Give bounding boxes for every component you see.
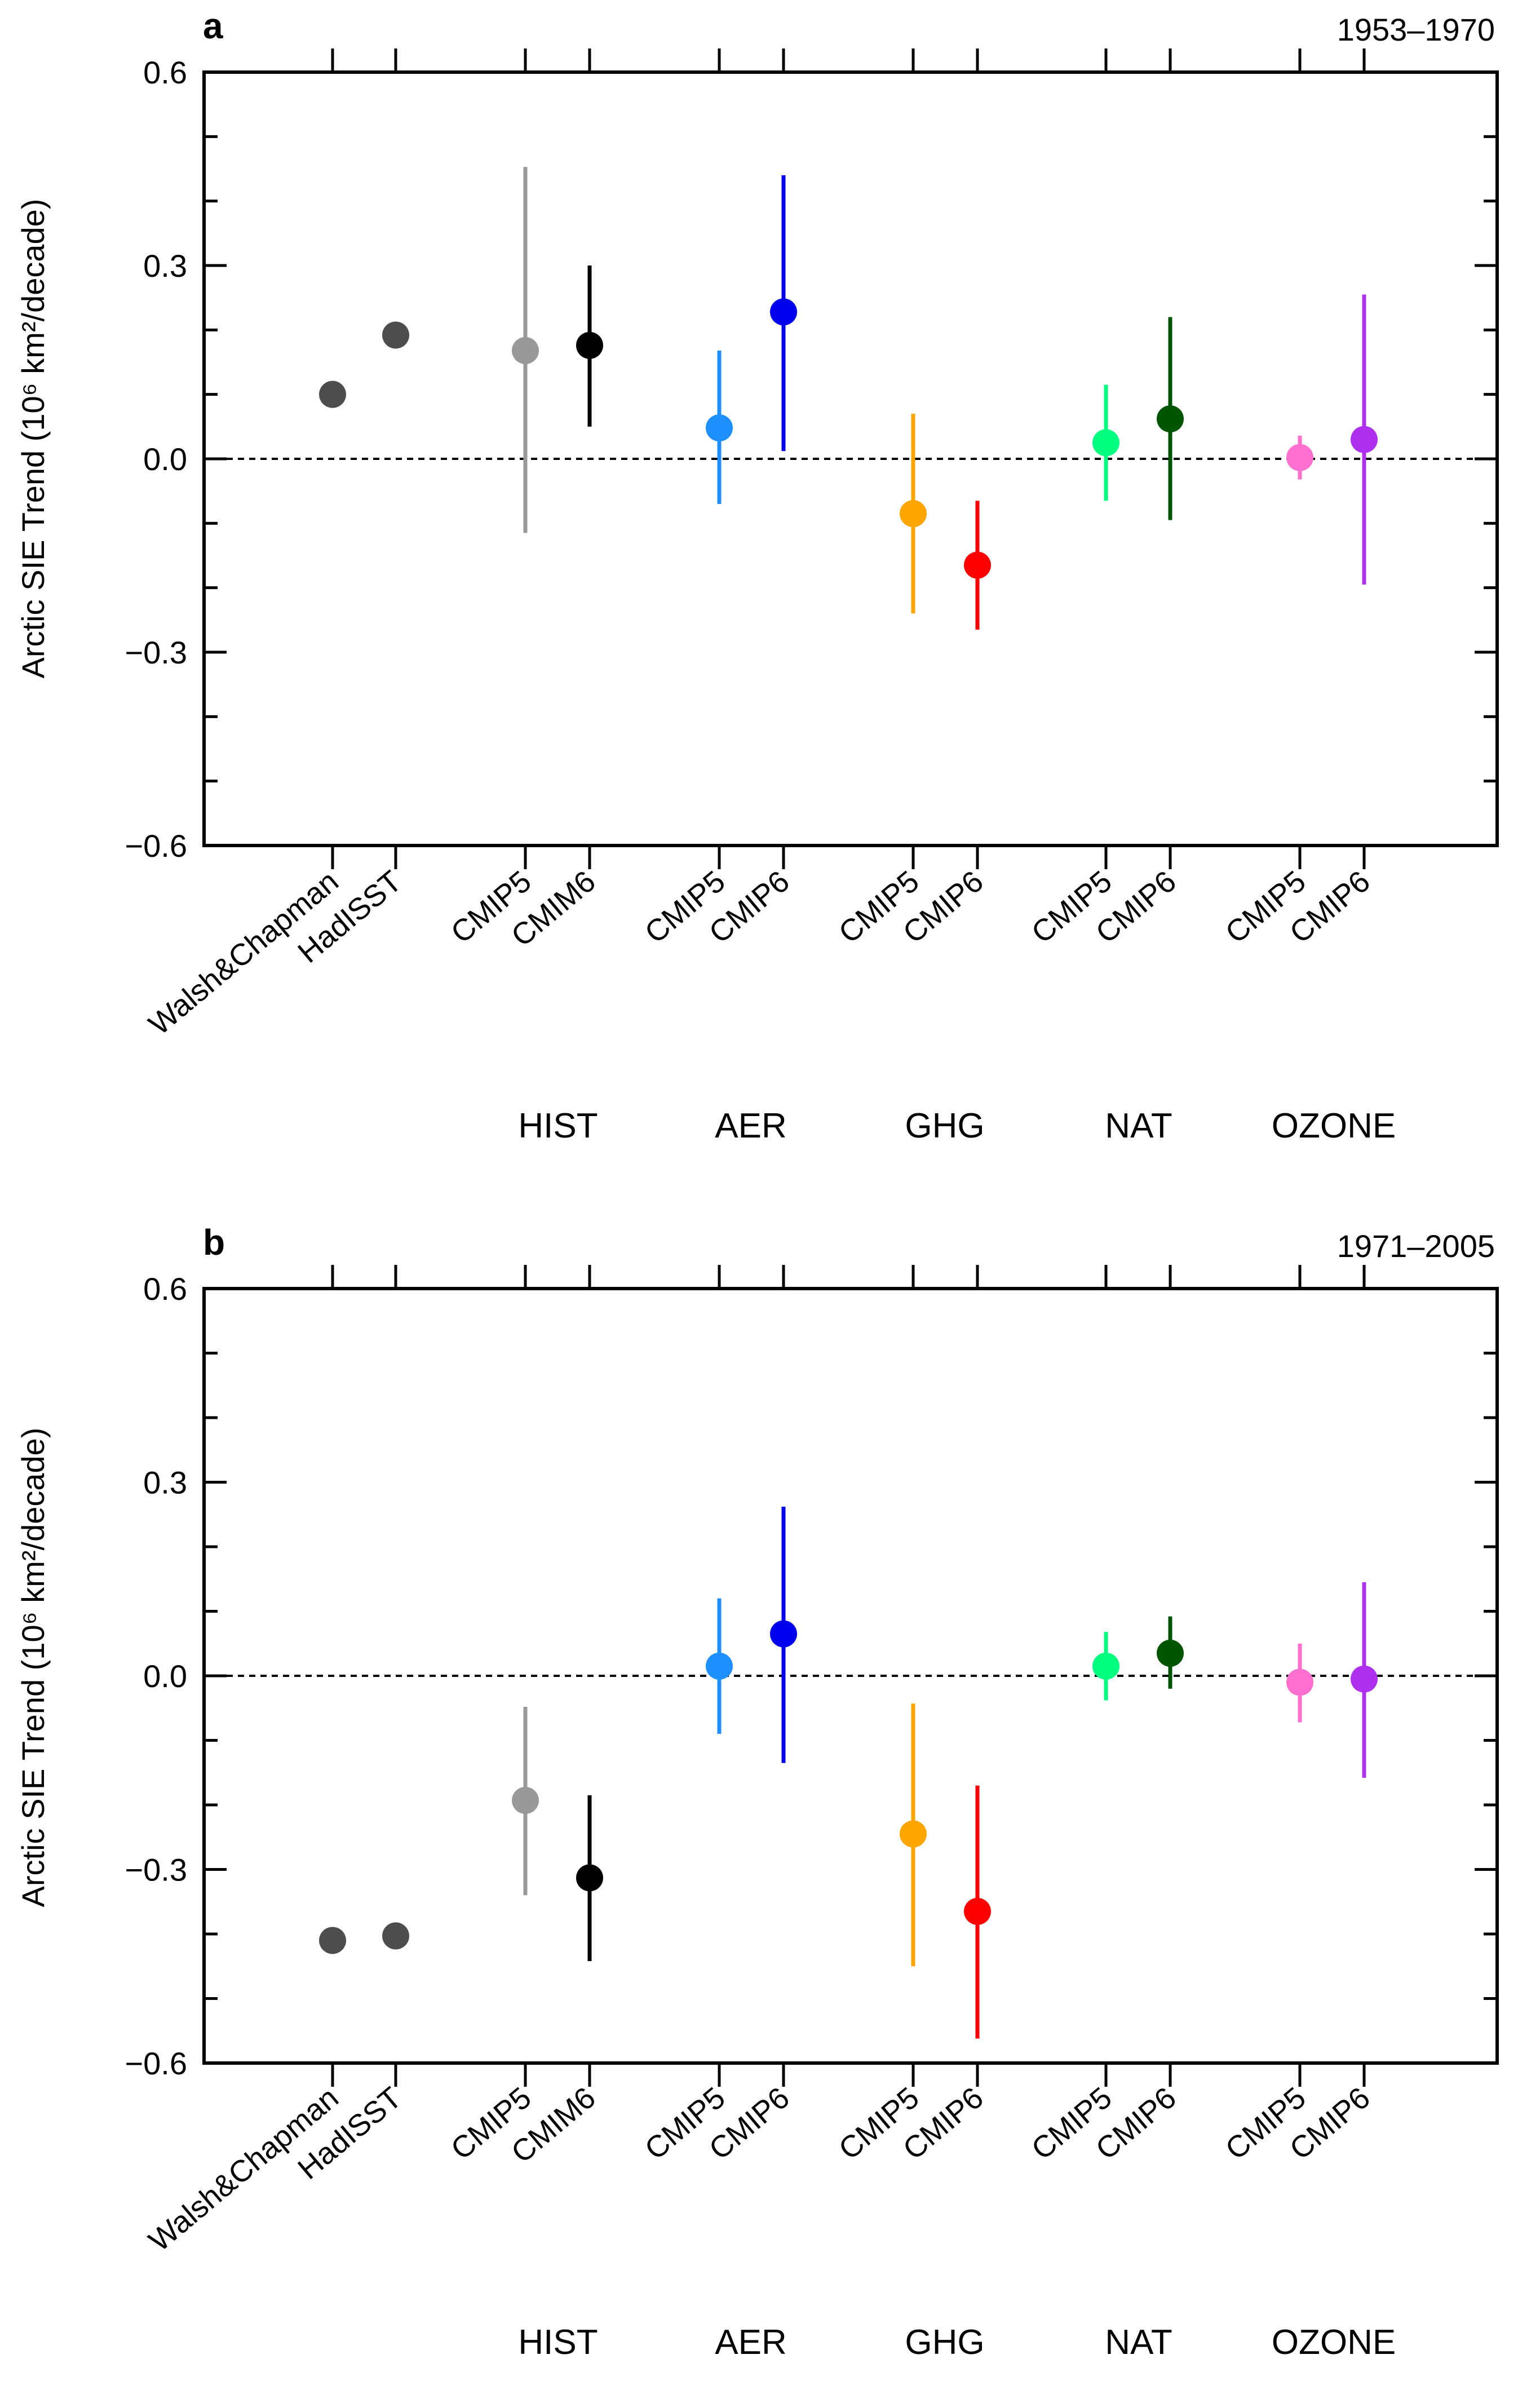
group-label: NAT <box>1105 2323 1172 2362</box>
group-label: AER <box>715 1107 786 1145</box>
group-label: NAT <box>1105 1107 1172 1145</box>
data-point <box>900 1820 927 1848</box>
y-tick-label: −0.3 <box>125 1852 187 1888</box>
data-point <box>512 1786 539 1814</box>
y-tick-label: −0.6 <box>125 828 187 864</box>
group-label: HIST <box>518 2323 598 2362</box>
period-label: 1953–1970 <box>1337 12 1495 47</box>
group-label: HIST <box>518 1107 598 1145</box>
group-label: OZONE <box>1272 1107 1396 1145</box>
data-point <box>319 380 346 408</box>
y-tick-label: 0.6 <box>143 55 187 90</box>
y-tick-label: −0.3 <box>125 635 187 670</box>
y-axis-label: Arctic SIE Trend (10⁶ km²/decade) <box>15 199 51 679</box>
data-point <box>576 331 603 359</box>
panel-letter: b <box>203 1222 225 1263</box>
data-point <box>1351 426 1378 453</box>
data-point <box>770 1620 797 1648</box>
y-tick-label: 0.3 <box>143 248 187 284</box>
data-point <box>1351 1665 1378 1693</box>
y-tick-label: 0.0 <box>143 1658 187 1694</box>
group-label: GHG <box>905 2323 984 2362</box>
panel-letter: a <box>203 6 223 46</box>
data-point <box>1092 1652 1119 1680</box>
data-point <box>1092 429 1119 457</box>
group-label: GHG <box>905 1107 984 1145</box>
period-label: 1971–2005 <box>1337 1228 1495 1264</box>
data-point <box>1286 1668 1313 1696</box>
panel-a: a 1953–1970 Arctic SIE Trend (10⁶ km²/de… <box>15 6 1499 1145</box>
group-label: AER <box>715 2323 786 2362</box>
data-point <box>1157 405 1184 433</box>
y-tick-label: 0.6 <box>143 1271 187 1307</box>
y-tick-label: 0.3 <box>143 1465 187 1501</box>
data-point <box>1157 1639 1184 1667</box>
data-point <box>964 1897 991 1925</box>
data-point <box>770 298 797 326</box>
y-axis-label: Arctic SIE Trend (10⁶ km²/decade) <box>15 1428 51 1907</box>
data-point <box>576 1864 603 1892</box>
data-point <box>319 1927 346 1954</box>
data-point <box>512 337 539 364</box>
data-point <box>382 321 409 349</box>
data-point <box>706 414 733 442</box>
data-point <box>706 1652 733 1680</box>
data-point <box>900 500 927 528</box>
group-label: OZONE <box>1272 2323 1396 2362</box>
y-tick-label: 0.0 <box>143 441 187 477</box>
y-tick-label: −0.6 <box>125 2046 187 2081</box>
data-point <box>964 551 991 579</box>
data-point <box>382 1922 409 1950</box>
data-point <box>1286 444 1313 471</box>
